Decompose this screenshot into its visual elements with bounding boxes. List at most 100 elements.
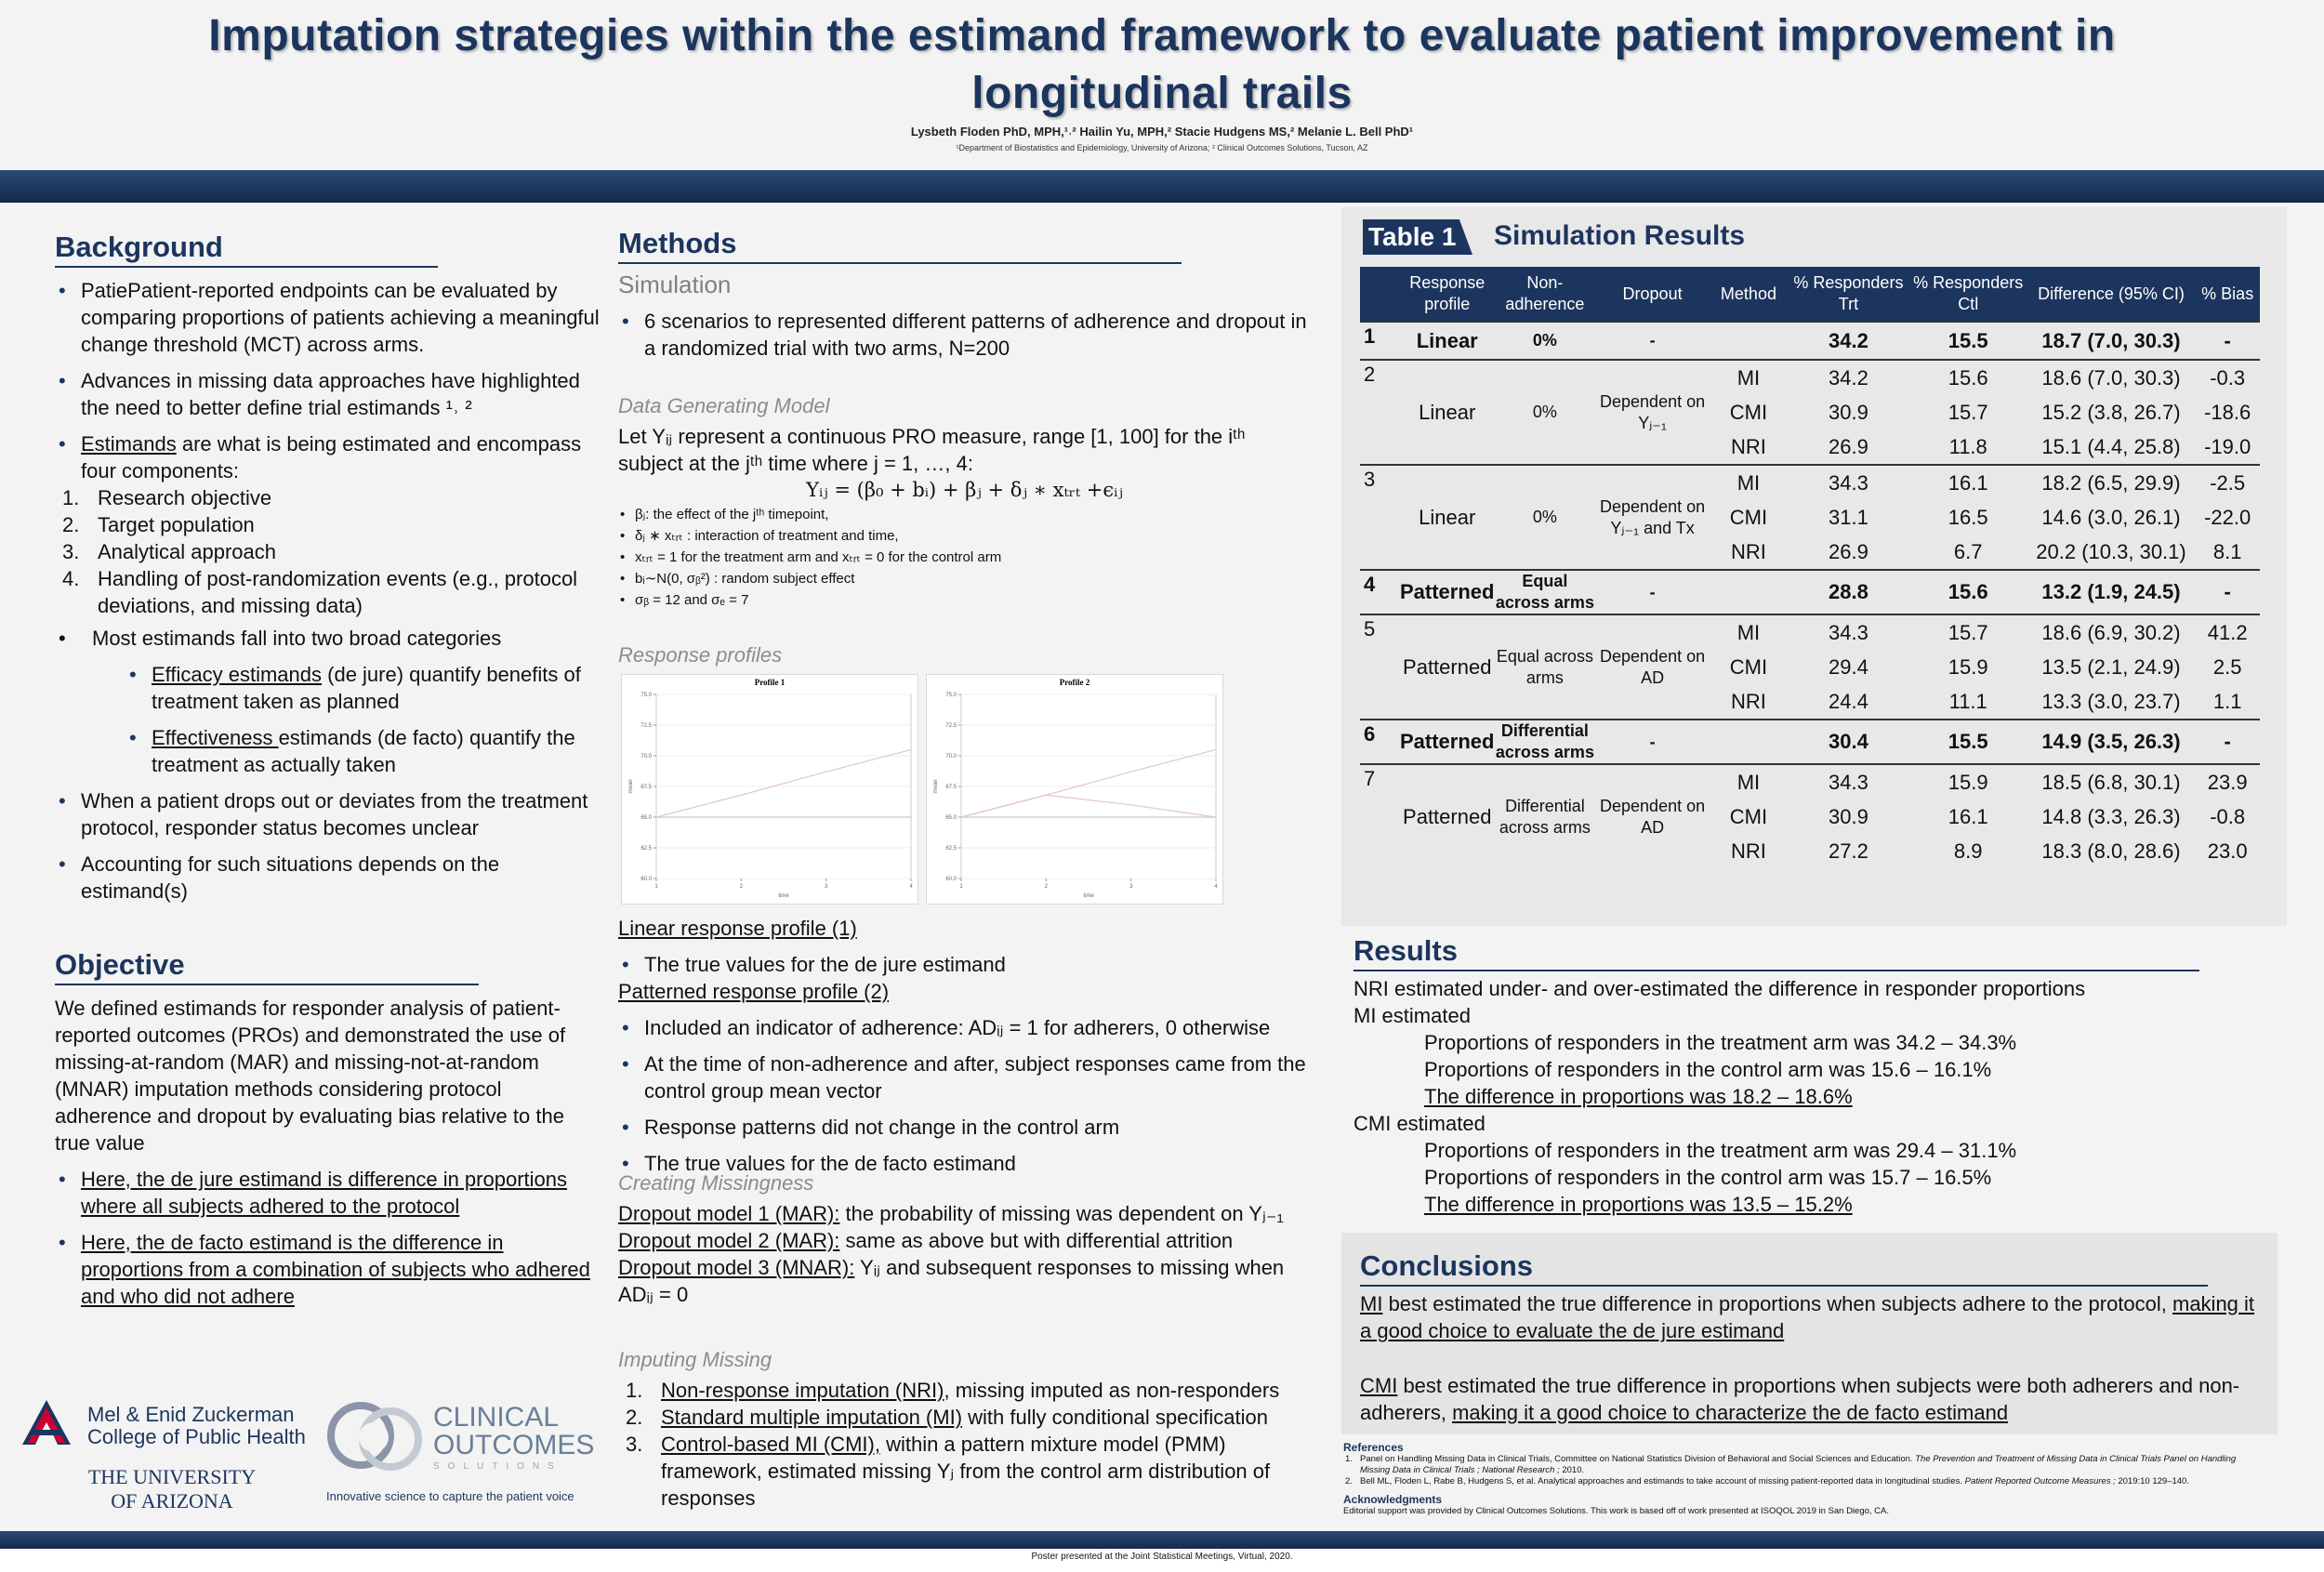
text: Proportions of responders in the treatme… — [1424, 1139, 2017, 1162]
table-cell: 18.6 (6.9, 30.2) — [2027, 614, 2196, 650]
table-row: 4 Patterned Equal across arms -28.8 15.6 13.2… — [1360, 569, 2260, 614]
y-tick-label: 62.5 — [640, 846, 652, 852]
table-cell: -22.0 — [2204, 505, 2251, 529]
p: NRI estimated under- and over-estimated … — [1353, 975, 2274, 1002]
table-cell: CMI — [1729, 654, 1768, 679]
table-cell: - — [2195, 569, 2260, 614]
p: Dropout model 1 (MAR): the probability o… — [618, 1200, 1311, 1227]
table-cell: Patterned — [1400, 719, 1495, 764]
table-cell: 15.9 — [1948, 654, 1988, 679]
results-section: Results NRI estimated under- and over-es… — [1353, 934, 2274, 1218]
table-cell: Linear — [1400, 464, 1495, 570]
table-row: CMI 30.9 16.1 14.8 (3.3, 26.3) -0.8 — [1360, 799, 2260, 834]
table-cell: 15.9 — [1908, 763, 2027, 799]
underlined-text: Here, the de facto estimand is the diffe… — [81, 1231, 590, 1308]
y-tick-label: 60.0 — [945, 877, 957, 882]
chart-title: Profile 1 — [755, 678, 786, 687]
underlined-text: Estimands — [81, 432, 177, 456]
table-cell: 6 — [1360, 719, 1400, 764]
table-cell: 13.2 (1.9, 24.5) — [2027, 569, 2196, 614]
y-tick-label: 70.0 — [945, 754, 957, 760]
p: Linear response profile (1) — [618, 915, 1311, 942]
y-tick-label: 70.0 — [640, 754, 652, 760]
table-cell: 26.9 — [1829, 539, 1868, 563]
underlined-text: Dropout model 2 (MAR): — [618, 1229, 840, 1252]
y-tick-label: 60.0 — [640, 877, 652, 882]
x-tick-label: 4 — [909, 884, 913, 890]
references-body: 1. Panel on Handling Missing Data in Clin… — [1343, 1454, 2264, 1487]
ital: Response profiles — [618, 641, 1311, 668]
table-cell: -0.8 — [2210, 804, 2246, 828]
table-cell — [1709, 719, 1789, 764]
para: MI best estimated the true difference in… — [1360, 1290, 2262, 1344]
num: 2. Target population — [55, 511, 603, 538]
references-heading: References — [1343, 1441, 1404, 1454]
conclusions-box: Conclusions MI best estimated the true d… — [1341, 1233, 2278, 1434]
table-cell: CMI — [1729, 505, 1768, 529]
text: Let Yᵢⱼ represent a continuous PRO measu… — [618, 425, 1246, 475]
text: Handling of post-randomization events (e… — [98, 567, 578, 617]
table-row: NRI 26.9 11.8 15.1 (4.4, 25.8) -19.0 — [1360, 429, 2260, 465]
header-cell: Non-adherence — [1494, 267, 1596, 322]
header-cell: % Responders Trt — [1788, 267, 1909, 322]
table-panel: Table 1 Simulation Results Response prof… — [1341, 207, 2287, 926]
table-cell — [1709, 569, 1789, 614]
list-marker: 1. — [1345, 1454, 1353, 1464]
co-name: CLINICAL OUTCOMES SOLUTIONS — [433, 1404, 594, 1474]
table-cell: 41.2 — [2195, 614, 2260, 650]
y-tick-label: 72.5 — [945, 723, 957, 729]
results-table: Response profile Non-adherence Dropout Meth… — [1360, 267, 2260, 868]
table-cell: 34.3 — [1788, 464, 1909, 500]
table-cell: Patterned — [1400, 614, 1495, 720]
imputing-body: Imputing Missing 1. Non-response imputatio… — [618, 1346, 1311, 1512]
logo-text: SOLUTIONS — [433, 1461, 562, 1472]
num: 2. Standard multiple imputation (MI) with… — [618, 1404, 1311, 1431]
text: Target population — [98, 513, 255, 536]
text: When a patient drops out or deviates fro… — [81, 789, 588, 839]
table-cell: -18.6 — [2204, 400, 2251, 424]
ref: 1. Panel on Handling Missing Data in Clin… — [1343, 1454, 2264, 1476]
table-row: 2 Linear 0% Dependent on Yⱼ₋₁ MI 34.2 15.6 18.6… — [1360, 359, 2260, 465]
text: The true values for the de jure estimand — [644, 953, 1006, 976]
objective-body: We defined estimands for responder analy… — [55, 995, 603, 1310]
section-heading: Methods — [618, 227, 1182, 264]
y-tick-label: 67.5 — [945, 785, 957, 790]
table-cell: Differential across arms — [1494, 719, 1596, 764]
text: bᵢ∼N(0, σᵦ²) : random subject effect — [635, 571, 855, 587]
chart-title: Profile 2 — [1060, 678, 1090, 687]
table-cell: 15.7 — [1948, 400, 1988, 424]
table-row: 3 Linear 0% Dependent on Yⱼ₋₁ and Tx MI 34.3 1… — [1360, 464, 2260, 570]
bullet: Accounting for such situations depends o… — [55, 851, 603, 905]
p: CMI estimated — [1353, 1110, 2274, 1137]
text: 2019:10 129–140. — [2115, 1476, 2189, 1486]
bullet: Response patterns did not change in the … — [618, 1114, 1311, 1141]
table-cell: 8.1 — [2212, 539, 2242, 563]
table-cell: Equal across arms — [1494, 569, 1596, 614]
list-marker: 1. — [626, 1379, 643, 1402]
affiliations: ¹Department of Biostatistics and Epidemi… — [956, 143, 1368, 152]
x-axis-label: time — [778, 893, 789, 899]
underlined-text: Dropout model 3 (MNAR): — [618, 1256, 855, 1279]
small-bullet: bᵢ∼N(0, σᵦ²) : random subject effect — [618, 568, 1311, 589]
underlined-text: Effectiveness — [152, 726, 279, 749]
table-cell: 15.1 (4.4, 25.8) — [2041, 434, 2181, 458]
table-cell: MI — [1709, 763, 1789, 799]
table-cell: 11.1 — [1948, 689, 1987, 713]
college-name: Mel & Enid Zuckerman College of Public H… — [87, 1404, 306, 1448]
header-cell: Difference (95% CI) — [2027, 267, 2196, 322]
italic-text: The Prevention and Treatment of Missing … — [1360, 1454, 2237, 1475]
background-body: PatiePatient-reported endpoints can be e… — [55, 277, 603, 905]
simulation-body: Simulation 6 scenarios to represented dif… — [618, 271, 1311, 362]
eq: Yᵢⱼ = (β₀ + bᵢ) + βⱼ + δⱼ ∗ xₜᵣₜ +ϵᵢⱼ — [618, 477, 1311, 504]
text: are what is being estimated and encompas… — [81, 432, 582, 482]
table-cell: 34.2 — [1788, 359, 1909, 395]
x-tick-label: 4 — [1214, 884, 1218, 890]
table-cell: 14.8 (3.3, 26.3) — [2041, 804, 2181, 828]
table-cell: 3 — [1360, 464, 1400, 570]
header-cell: Response profile — [1400, 267, 1495, 322]
small-bullet: βⱼ: the effect of the jᵗʰ timepoint, — [618, 504, 1311, 525]
bullet: Here, the de jure estimand is difference… — [55, 1166, 603, 1220]
table-row: NRI 27.2 8.9 18.3 (8.0, 28.6) 23.0 — [1360, 834, 2260, 868]
table-cell: 6.7 — [1953, 539, 1983, 563]
